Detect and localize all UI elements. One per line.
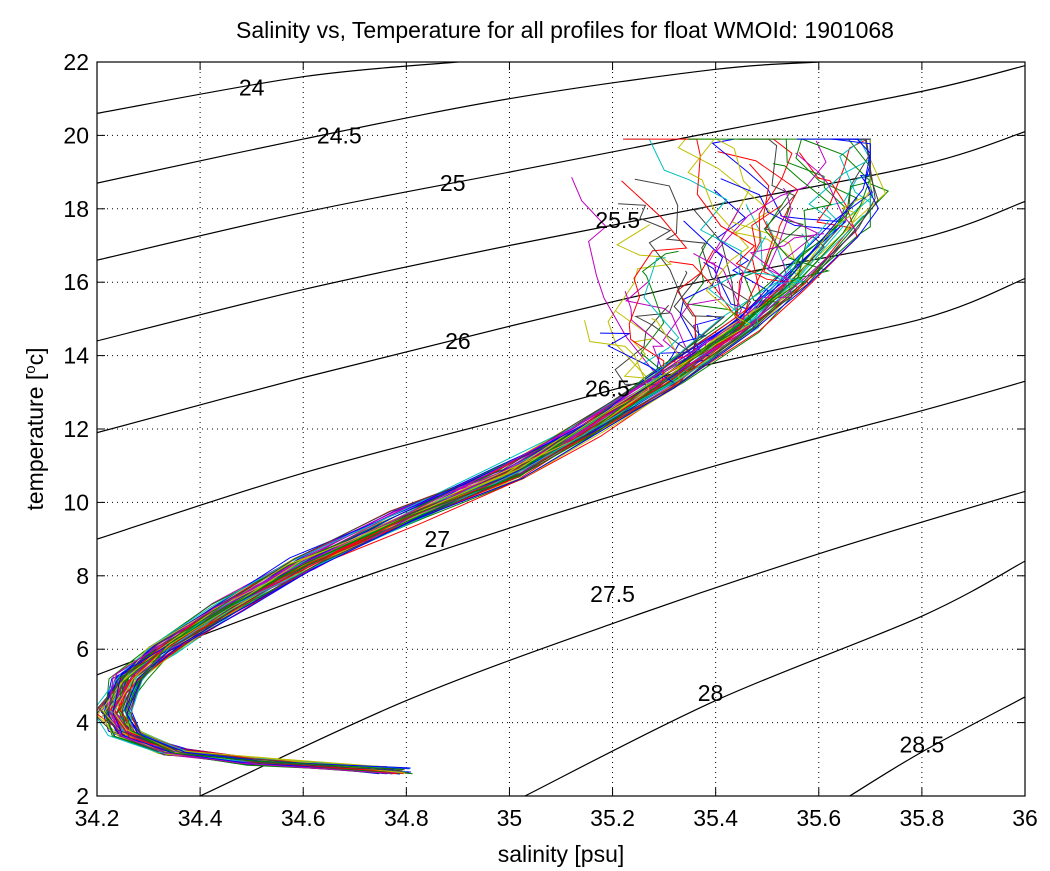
x-tick-label: 35.6: [796, 805, 841, 831]
density-contour-labels: 24 24.5 25 25.5 26 26.5 27 27.5 28 28.5: [239, 75, 944, 758]
y-tick-label: 10: [63, 489, 89, 515]
density-label-26: 26: [445, 328, 471, 354]
y-tick-label: 12: [63, 416, 89, 442]
density-label-27.5: 27.5: [590, 581, 635, 607]
x-tick-label: 34.4: [178, 805, 223, 831]
x-tick-label: 35.2: [590, 805, 635, 831]
density-contours: [97, 62, 1025, 796]
density-contour-25: [97, 65, 1025, 261]
density-contour-26.5: [97, 277, 1025, 540]
y-tick-label: 20: [63, 122, 89, 148]
x-tick-label: 35: [497, 805, 523, 831]
profile-line: [97, 138, 871, 768]
y-axis-label: temperature [oc]: [22, 347, 49, 510]
x-tick-label: 35.4: [693, 805, 738, 831]
profile-line: [124, 138, 879, 769]
chart-title: Salinity vs, Temperature for all profile…: [236, 17, 894, 43]
profile-line: [114, 163, 774, 773]
density-contour-28: [524, 560, 1025, 796]
density-label-24: 24: [239, 75, 265, 101]
profile-line: [118, 138, 793, 775]
profile-line: [129, 138, 876, 772]
y-tick-label: 18: [63, 196, 89, 222]
profile-line: [130, 235, 806, 769]
profile-lines: [97, 138, 890, 775]
y-axis-label-end: c]: [22, 347, 48, 365]
y-axis-label-base: temperature [: [22, 373, 48, 510]
x-tick-label: 35.8: [900, 805, 945, 831]
density-contour-27.5: [199, 490, 1025, 796]
density-contour-28.5: [849, 696, 1025, 796]
y-tick-label: 16: [63, 269, 89, 295]
x-tick-label: 34.6: [281, 805, 326, 831]
y-tick-label: 6: [76, 636, 89, 662]
density-contour-24: [97, 62, 458, 114]
density-label-28: 28: [698, 680, 724, 706]
profile-line: [108, 187, 792, 774]
profile-line: [105, 139, 846, 768]
profile-line: [125, 163, 833, 770]
x-tick-label: 34.2: [75, 805, 120, 831]
y-axis-label-sup: o: [22, 365, 39, 373]
x-axis-ticks: 34.2 34.4 34.6 34.8 35 35.2 35.4 35.6 35.8 36: [75, 62, 1038, 831]
y-tick-label: 8: [76, 563, 89, 589]
density-contour-27: [97, 380, 1025, 676]
density-label-27: 27: [424, 526, 450, 552]
density-label-25: 25: [440, 170, 466, 196]
density-label-24.5: 24.5: [317, 122, 362, 148]
profile-line: [105, 138, 870, 773]
density-contour-26: [97, 200, 1025, 434]
density-contour-25.5: [97, 131, 1025, 342]
density-contour-24.5: [97, 62, 819, 184]
y-tick-label: 4: [76, 710, 89, 736]
y-tick-label: 2: [76, 783, 89, 809]
x-tick-label: 34.8: [384, 805, 429, 831]
y-tick-label: 22: [63, 49, 89, 75]
density-label-26.5: 26.5: [585, 376, 630, 402]
profile-line: [113, 138, 751, 774]
density-label-25.5: 25.5: [595, 207, 640, 233]
x-tick-label: 36: [1012, 805, 1038, 831]
y-tick-label: 14: [63, 343, 89, 369]
density-label-28.5: 28.5: [900, 732, 945, 758]
x-axis-label: salinity [psu]: [498, 841, 625, 867]
